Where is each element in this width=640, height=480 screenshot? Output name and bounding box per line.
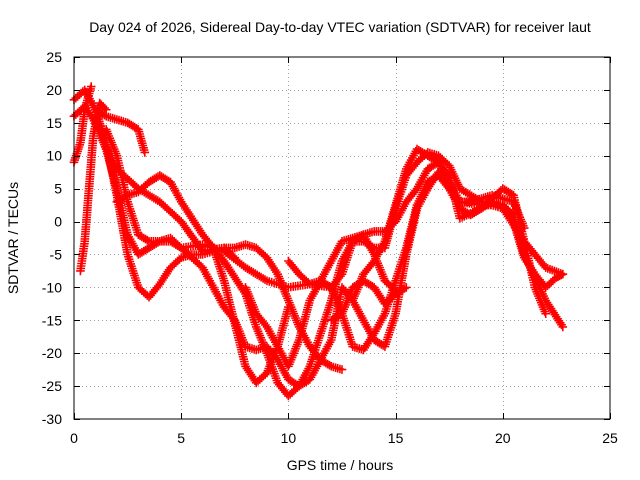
- x-axis-label: GPS time / hours: [287, 457, 394, 473]
- data-point: [86, 82, 96, 91]
- data-point: [391, 286, 400, 295]
- data-point: [402, 283, 411, 292]
- data-series: [327, 276, 411, 325]
- x-tick-label: 20: [495, 430, 511, 446]
- data-point: [558, 322, 568, 332]
- data-series: [91, 105, 568, 391]
- y-tick-label: -30: [42, 411, 62, 427]
- data-series: [284, 230, 400, 295]
- y-tick-label: -15: [42, 312, 62, 328]
- data-point: [519, 223, 529, 233]
- plot-frame: [73, 56, 611, 420]
- x-tick-label: 5: [177, 430, 185, 446]
- x-tick-label: 10: [281, 430, 297, 446]
- data-point: [140, 148, 150, 157]
- data-point: [284, 302, 293, 312]
- y-tick-label: -20: [42, 345, 62, 361]
- y-tick-label: 25: [46, 49, 62, 65]
- y-axis-label: SDTVAR / TECUs: [5, 182, 21, 294]
- data-point: [101, 105, 111, 114]
- y-tick-label: 15: [46, 115, 62, 131]
- data-point: [337, 365, 347, 374]
- x-tick-label: 0: [70, 430, 78, 446]
- y-tick-label: -10: [42, 279, 62, 295]
- data-series: [76, 98, 111, 276]
- y-tick-label: 20: [46, 82, 62, 98]
- x-tick-label: 25: [602, 430, 618, 446]
- x-tick-label: 15: [388, 430, 404, 446]
- y-tick-label: -5: [50, 246, 63, 262]
- data-series: [101, 125, 550, 318]
- data-series: [209, 243, 293, 388]
- y-tick-label: 0: [54, 214, 62, 230]
- data-point: [558, 269, 568, 279]
- data-series: [348, 144, 529, 305]
- data-layer: [69, 82, 568, 401]
- chart-title: Day 024 of 2026, Sidereal Day-to-day VTE…: [89, 19, 591, 35]
- y-tick-label: -25: [42, 378, 62, 394]
- data-point: [541, 309, 550, 318]
- y-tick-label: 5: [54, 181, 62, 197]
- tick-layer: 0 5 10 15 20 25 -30 -25 -20 -15 -10 -5 0 5 10 15 20 25: [42, 49, 618, 446]
- y-tick-label: 10: [46, 148, 62, 164]
